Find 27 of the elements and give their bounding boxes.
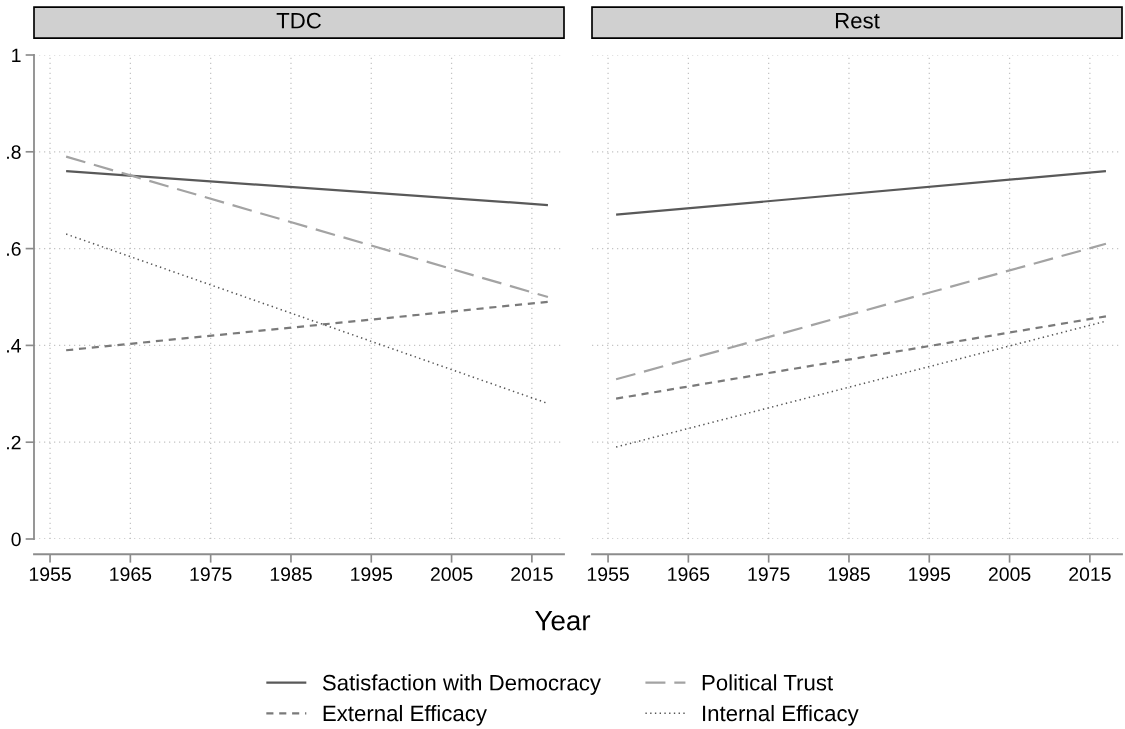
legend-label: External Efficacy [323, 704, 487, 726]
y-tick-label: 0 [11, 532, 21, 547]
x-tick-label: 2015 [511, 567, 553, 582]
x-tick-label: 1975 [748, 567, 790, 582]
x-tick-label: 1985 [270, 567, 312, 582]
legend-label: Satisfaction with Democracy [322, 674, 601, 695]
legend-label: Internal Efficacy [703, 704, 859, 726]
x-tick-label: 1955 [29, 567, 71, 582]
x-tick-label: 1985 [828, 567, 870, 582]
x-tick-label: 2005 [988, 567, 1031, 582]
x-tick-label: 1995 [351, 567, 393, 582]
chart-title: TDC [276, 12, 321, 29]
y-tick-label: 1 [12, 48, 21, 63]
x-tick-label: 1955 [587, 567, 629, 582]
x-tick-label: 1965 [668, 567, 710, 582]
x-axis-title: Year [535, 611, 591, 631]
legend-label: Political Trust [702, 674, 833, 691]
x-tick-label: 1965 [110, 567, 152, 582]
x-tick-label: 2005 [430, 567, 473, 582]
x-tick-label: 1995 [909, 567, 951, 582]
y-tick-label: .6 [7, 242, 21, 256]
x-tick-label: 2015 [1069, 567, 1111, 582]
y-tick-label: .4 [7, 339, 21, 353]
chart-title: Rest [835, 13, 880, 29]
x-tick-label: 1975 [190, 567, 232, 582]
y-tick-label: .2 [7, 435, 21, 450]
y-tick-label: .8 [7, 145, 21, 160]
